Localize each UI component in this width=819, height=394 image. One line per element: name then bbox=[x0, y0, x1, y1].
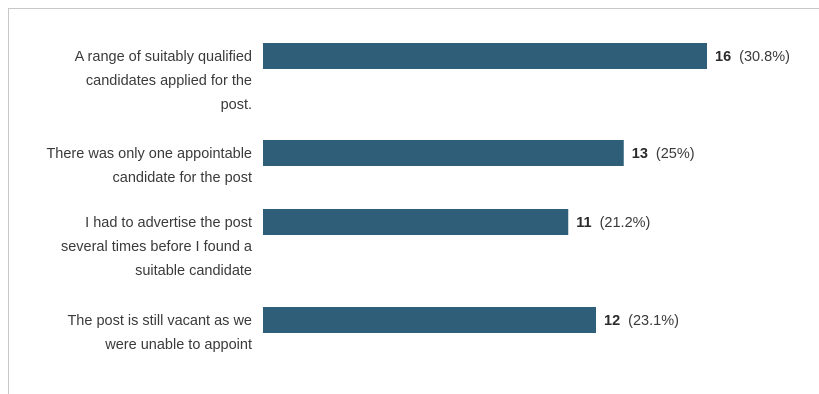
data-label-4: 12 (23.1%) bbox=[604, 313, 679, 329]
category-label-line: candidates applied for the bbox=[86, 73, 252, 89]
bar-1 bbox=[263, 43, 707, 69]
category-label-line: candidate for the post bbox=[113, 170, 252, 186]
category-label-4: The post is still vacant as we were unabl… bbox=[67, 313, 252, 353]
category-label-3: I had to advertise the post several times… bbox=[61, 215, 253, 279]
data-label-percent: (25%) bbox=[656, 146, 695, 162]
category-label-line: suitable candidate bbox=[135, 263, 252, 279]
data-label-count: 13 bbox=[632, 146, 648, 162]
data-label-2: 13 (25%) bbox=[632, 146, 695, 162]
category-label-line: were unable to appoint bbox=[104, 337, 252, 353]
category-label-line: several times before I found a bbox=[61, 239, 253, 255]
data-label-3: 11 (21.2%) bbox=[576, 215, 650, 231]
category-label-2: There was only one appointable candidate … bbox=[46, 146, 252, 186]
bar-4 bbox=[263, 307, 596, 333]
bar-2 bbox=[263, 140, 624, 166]
data-label-percent: (30.8%) bbox=[739, 49, 790, 65]
data-label-1: 16 (30.8%) bbox=[715, 49, 790, 65]
category-label-line: A range of suitably qualified bbox=[75, 49, 252, 65]
data-label-count: 16 bbox=[715, 49, 731, 65]
bar-3 bbox=[263, 209, 569, 235]
data-label-count: 12 bbox=[604, 313, 620, 329]
data-label-percent: (23.1%) bbox=[628, 313, 679, 329]
category-label-line: I had to advertise the post bbox=[85, 215, 252, 231]
category-label-line: The post is still vacant as we bbox=[67, 313, 252, 329]
category-label-line: post. bbox=[221, 97, 252, 113]
category-label-1: A range of suitably qualified candidates … bbox=[75, 49, 252, 113]
category-label-line: There was only one appointable bbox=[46, 146, 252, 162]
data-label-percent: (21.2%) bbox=[600, 215, 651, 231]
data-label-count: 11 bbox=[576, 215, 591, 231]
